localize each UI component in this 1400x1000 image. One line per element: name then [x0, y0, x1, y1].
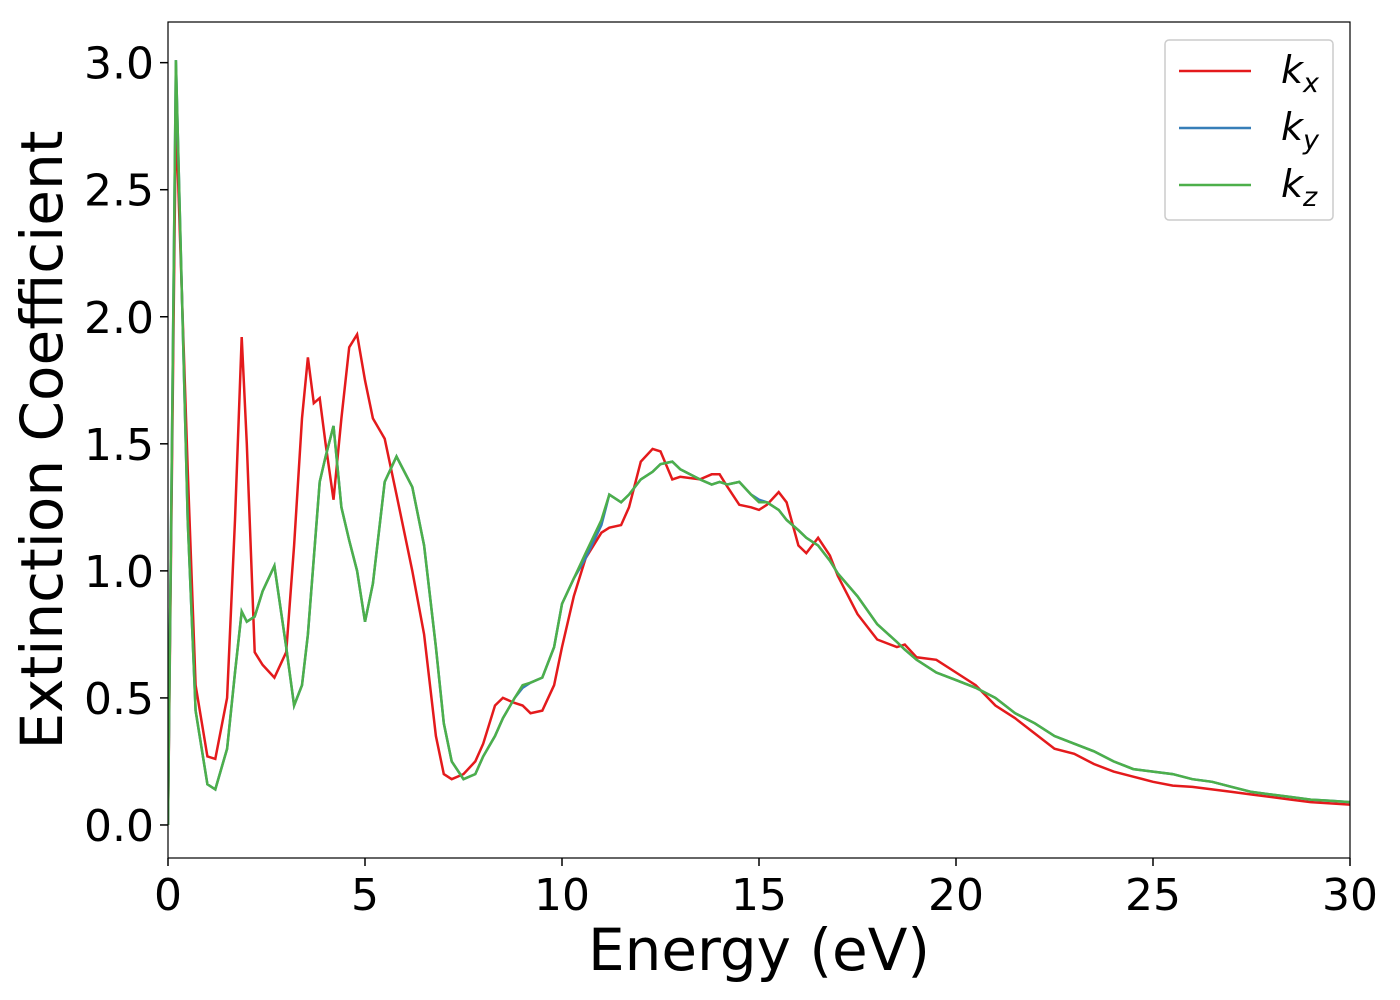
x-tick-label: 25	[1125, 870, 1181, 921]
line	[168, 60, 1350, 826]
x-tick-label: 0	[154, 870, 182, 921]
y-tick-label: 1.5	[84, 420, 154, 471]
y-tick-label: 2.0	[84, 293, 154, 344]
y-tick-label: 2.5	[84, 166, 154, 217]
x-axis-label: Energy (eV)	[588, 916, 930, 984]
x-tick-label: 10	[534, 870, 590, 921]
y-tick-label: 0.5	[84, 674, 154, 725]
y-axis-label: Extinction Coefficient	[8, 131, 76, 750]
legend-label: kx	[1281, 48, 1320, 99]
y-tick-label: 1.0	[84, 547, 154, 598]
y-tick-label: 3.0	[84, 39, 154, 90]
line	[168, 113, 1350, 826]
x-tick-label: 15	[731, 870, 787, 921]
y-tick-label: 0.0	[84, 801, 154, 852]
x-tick-label: 30	[1322, 870, 1378, 921]
legend-label: ky	[1281, 105, 1320, 156]
x-tick-label: 5	[351, 870, 379, 921]
legend-label: kz	[1281, 162, 1318, 213]
x-tick-label: 20	[928, 870, 984, 921]
plot-frame	[167, 21, 1351, 859]
legend-box	[1164, 39, 1334, 221]
